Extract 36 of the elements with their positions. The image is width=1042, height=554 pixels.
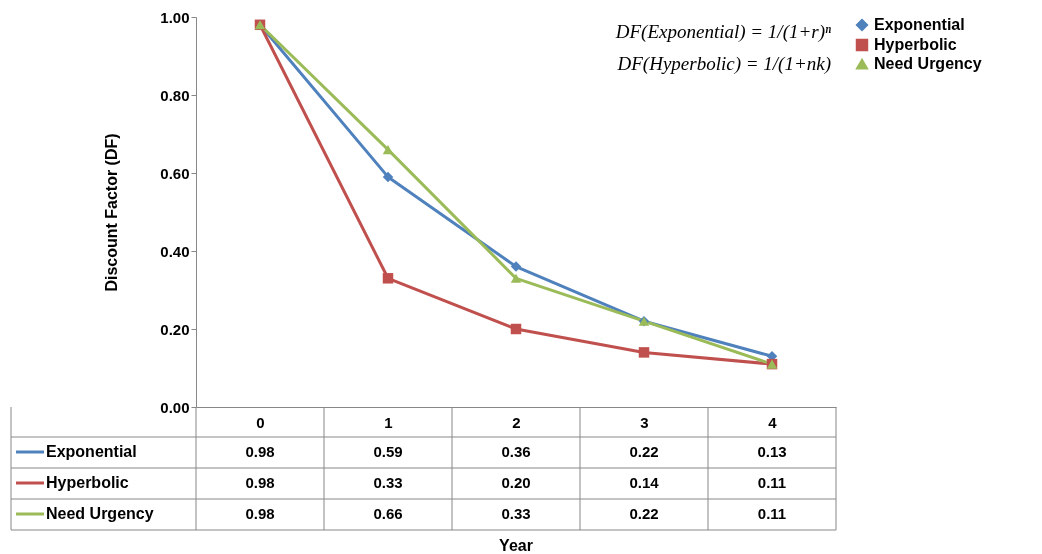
y-tick-label: 0.00 bbox=[160, 398, 190, 416]
data-label: 0.20 bbox=[501, 474, 531, 491]
x-tick-label: 3 bbox=[640, 413, 649, 431]
text: Hyperbolic bbox=[46, 474, 129, 491]
data-label: 0.36 bbox=[501, 443, 531, 460]
text: Year bbox=[499, 537, 533, 554]
data-label: 0.59 bbox=[373, 443, 403, 460]
legend-label: Hyperbolic bbox=[874, 36, 957, 53]
data-label: 0.22 bbox=[629, 505, 659, 522]
data-label: 0.98 bbox=[245, 505, 275, 522]
data-label: 0.33 bbox=[501, 505, 531, 522]
data-label: 0.11 bbox=[757, 474, 787, 491]
data-label: 0.13 bbox=[757, 443, 787, 460]
annotation: DF(Hyperbolic) = 1/(1+nk) bbox=[616, 53, 831, 75]
x-tick-label: 1 bbox=[384, 413, 393, 431]
y-tick-label: 0.80 bbox=[160, 86, 190, 104]
y-tick-label: 0.20 bbox=[160, 320, 190, 338]
x-tick-label: 2 bbox=[512, 413, 521, 431]
data-label: 0.66 bbox=[373, 505, 403, 522]
data-label: 0.98 bbox=[245, 474, 275, 491]
y-tick-label: 1.00 bbox=[160, 8, 190, 26]
legend-label: Exponential bbox=[874, 16, 965, 33]
data-label: 0.14 bbox=[629, 474, 660, 491]
annotation: DF(Exponential) = 1/(1+r)ⁿ bbox=[614, 21, 832, 43]
x-tick-label: 4 bbox=[768, 413, 778, 431]
y-tick-label: 0.60 bbox=[160, 164, 190, 182]
data-label: 0.22 bbox=[629, 443, 659, 460]
y-tick-label: 0.40 bbox=[160, 242, 190, 260]
data-label: 0.98 bbox=[245, 443, 275, 460]
text: Need Urgency bbox=[46, 505, 154, 522]
y-axis-title: Discount Factor (DF) bbox=[103, 133, 121, 292]
x-tick-label: 0 bbox=[256, 413, 265, 431]
text: Exponential bbox=[46, 443, 137, 460]
data-label: 0.33 bbox=[373, 474, 403, 491]
data-label: 0.11 bbox=[757, 505, 787, 522]
legend-label: Need Urgency bbox=[874, 55, 982, 72]
